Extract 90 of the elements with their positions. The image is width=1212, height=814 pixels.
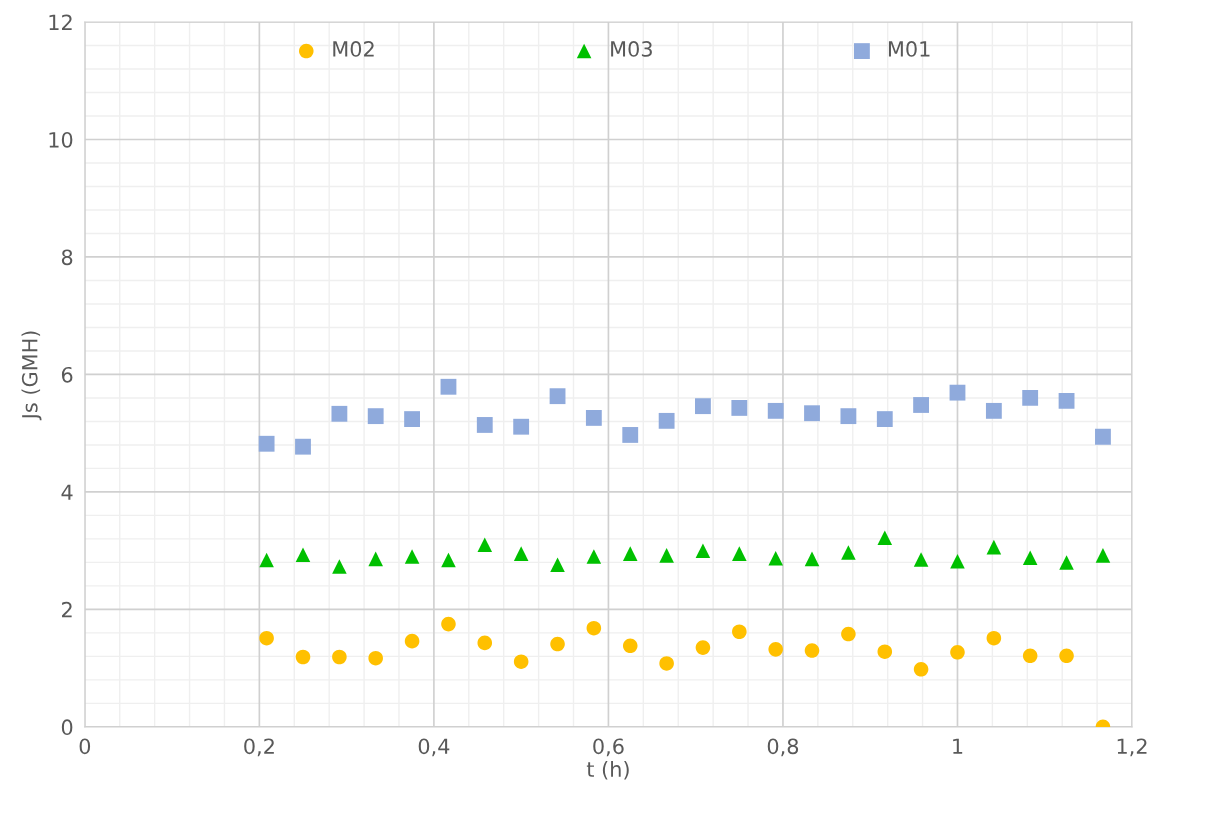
y-tick-label: 10: [49, 131, 73, 148]
point: [913, 662, 929, 677]
point: [731, 400, 748, 416]
point: [295, 649, 311, 665]
x-tick-label: 0: [79, 738, 91, 755]
x-tick-label: 0,2: [244, 738, 274, 757]
point: [695, 640, 711, 655]
point: [477, 537, 493, 553]
point: [804, 551, 820, 567]
point: [876, 411, 893, 427]
legend-label: M01: [888, 41, 930, 57]
point: [622, 638, 638, 654]
point: [768, 551, 783, 566]
point: [440, 378, 457, 395]
point: [622, 427, 639, 443]
x-tick-label: 1,2: [1117, 738, 1147, 757]
point: [331, 405, 348, 422]
point: [1022, 648, 1038, 664]
point: [1058, 392, 1075, 409]
point: [441, 552, 456, 568]
point: [1095, 428, 1111, 445]
point: [695, 543, 711, 558]
y-tick-label: 8: [61, 249, 73, 266]
y-tick-label: 6: [61, 366, 73, 383]
point: [332, 559, 347, 574]
point: [259, 552, 274, 568]
point: [586, 549, 602, 564]
point: [949, 384, 966, 401]
point: [550, 557, 565, 573]
point: [513, 418, 530, 435]
point: [1022, 550, 1038, 565]
point: [259, 630, 274, 646]
point: [513, 546, 529, 561]
point: [367, 408, 384, 425]
point: [622, 546, 638, 561]
point: [513, 654, 529, 669]
point: [404, 411, 420, 427]
point: [476, 417, 493, 433]
point: [840, 408, 857, 425]
legend-label: M03: [611, 41, 652, 57]
point: [477, 635, 493, 651]
x-tick-label: 0,8: [767, 738, 799, 757]
point: [404, 549, 420, 564]
point: [659, 656, 674, 671]
x-axis-title: t (h): [586, 760, 629, 780]
point: [1095, 548, 1111, 563]
point: [732, 624, 747, 640]
x-tick-label: 1: [953, 738, 963, 754]
point: [732, 546, 747, 561]
point: [804, 643, 820, 658]
point: [950, 553, 965, 569]
y-tick-label: 4: [61, 484, 73, 500]
point: [295, 438, 311, 455]
point: [986, 539, 1002, 555]
y-tick-label: 0: [61, 719, 73, 736]
point: [586, 620, 602, 636]
point: [695, 398, 711, 415]
point: [1059, 555, 1074, 570]
point: [658, 412, 675, 429]
point: [549, 388, 566, 405]
point: [585, 409, 602, 426]
point: [986, 630, 1002, 646]
point: [985, 402, 1002, 419]
point: [441, 616, 456, 632]
point: [368, 650, 383, 666]
point: [767, 402, 784, 419]
point: [841, 545, 856, 560]
point: [1059, 648, 1074, 664]
legend-label: M02: [333, 41, 374, 57]
y-tick-label: 2: [62, 601, 72, 618]
point: [659, 548, 674, 563]
y-axis-title: Js (GMH): [21, 331, 42, 421]
point: [950, 645, 965, 660]
point: [295, 547, 311, 563]
y-tick-label: 12: [49, 14, 72, 30]
x-tick-label: 0,4: [418, 738, 450, 757]
point: [550, 636, 565, 652]
point: [332, 649, 347, 665]
point: [258, 435, 275, 452]
point: [913, 397, 930, 413]
point: [913, 552, 929, 567]
point: [768, 642, 783, 657]
point: [841, 626, 856, 642]
x-tick-label: 0,6: [593, 738, 624, 757]
point: [368, 551, 383, 567]
point: [877, 644, 893, 659]
point: [877, 530, 893, 546]
point: [1022, 390, 1039, 406]
point: [404, 633, 420, 649]
point: [804, 405, 820, 422]
